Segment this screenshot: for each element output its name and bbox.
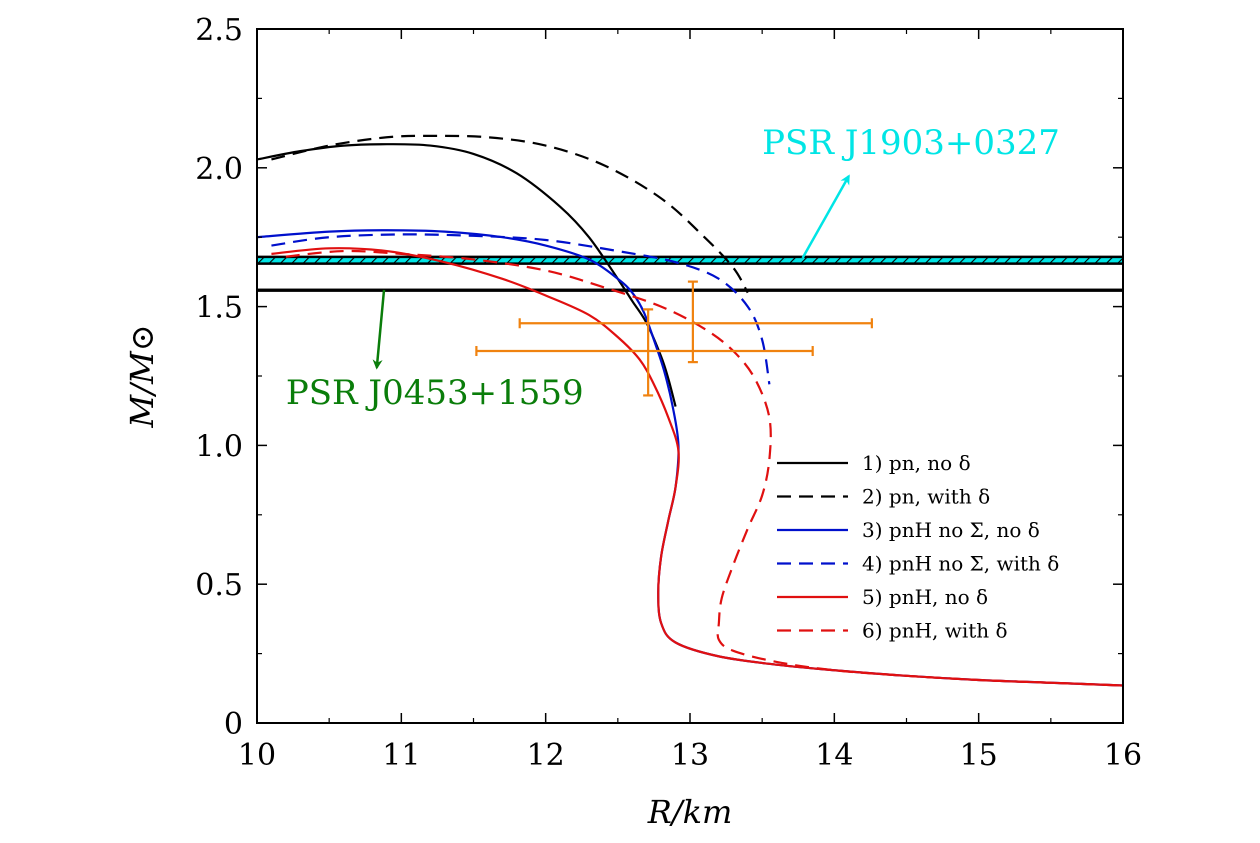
x-tick-label: 16: [1104, 738, 1142, 773]
legend-label-1: 1) pn, no δ: [862, 451, 971, 475]
y-tick-label: 1.0: [195, 429, 243, 464]
series-2-line: [271, 134, 749, 294]
series-4-line: [271, 233, 771, 385]
legend-label-2: 2) pn, with δ: [862, 485, 990, 509]
bands-layer: [257, 255, 1123, 292]
x-tick-label: 14: [815, 738, 853, 773]
legend-layer: 1) pn, no δ 2) pn, with δ 3) pnH no Σ, no …: [777, 451, 1059, 643]
y-tick-label: 0: [224, 707, 243, 742]
x-axis-title: R/km: [647, 793, 733, 831]
annotation-2-arrow: [372, 289, 386, 370]
errorbar-layer: [475, 280, 873, 397]
legend-label-3: 3) pnH no Σ, no δ: [862, 518, 1040, 542]
y-tick-label: 1.5: [195, 291, 243, 326]
series-6-line: [285, 249, 1123, 687]
x-tick-label: 12: [527, 738, 565, 773]
series-layer: [257, 134, 1123, 687]
y-tick-label: 2.0: [195, 152, 243, 187]
series-3-line: [257, 229, 1123, 687]
annotation-2-label: PSR J0453+1559: [286, 373, 584, 413]
legend-label-5: 5) pnH, no δ: [862, 585, 988, 609]
y-tick-label: 0.5: [195, 568, 243, 603]
axes-layer: 10 11 12 13 14 15 16 0 0.5 1.0 1.5 2.0 2.5 R/km M/M⊙: [123, 13, 1142, 831]
legend-label-4: 4) pnH no Σ, with δ: [862, 552, 1059, 576]
annotation-1-arrow: [801, 174, 850, 259]
band-1-fill: [257, 256, 1123, 264]
x-tick-label: 13: [671, 738, 709, 773]
y-tick-label: 2.5: [195, 13, 243, 48]
x-tick-label: 11: [382, 738, 420, 773]
y-axis-title: M/M⊙: [123, 324, 161, 428]
band-2-fill: [257, 288, 1123, 292]
legend-label-6: 6) pnH, with δ: [862, 619, 1008, 643]
annotation-layer: PSR J1903+0327 PSR J0453+1559: [286, 123, 1060, 413]
annotation-1-label: PSR J1903+0327: [762, 123, 1060, 163]
x-tick-label: 15: [960, 738, 998, 773]
x-tick-label: 10: [238, 738, 276, 773]
